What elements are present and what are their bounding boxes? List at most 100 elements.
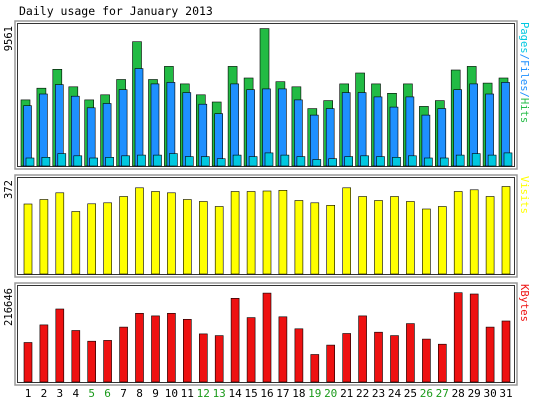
bar-visits-day-20	[326, 205, 336, 275]
bar-pages-day-21	[344, 156, 354, 167]
bar-files-day-6	[102, 103, 112, 167]
series-label-part: /	[518, 92, 530, 98]
day-label: 17	[276, 387, 289, 400]
series-label-part: Hits	[518, 98, 530, 123]
bar-visits-day-29	[469, 189, 479, 275]
bar-pages-day-16	[264, 152, 274, 167]
bar-pages-day-31	[503, 152, 513, 167]
bar-pages-day-3	[57, 153, 67, 167]
panel-kbytes: 216646 KBytes	[3, 282, 530, 386]
bar-files-day-11	[182, 92, 192, 167]
series-label-part: KBytes	[518, 284, 530, 322]
bar-files-day-27	[437, 108, 447, 167]
bar-visits-day-7	[119, 196, 128, 275]
bar-pages-day-10	[169, 153, 178, 167]
bar-kbytes-day-31	[501, 320, 511, 383]
series-label-part: /	[518, 54, 530, 60]
bar-pages-day-23	[376, 156, 385, 167]
bar-files-day-28	[453, 89, 463, 167]
bar-visits-day-12	[199, 201, 208, 275]
day-label: 4	[72, 387, 79, 400]
day-label: 1	[25, 387, 32, 400]
bar-pages-day-9	[153, 154, 162, 167]
x-axis-day-labels: 1 2 3 4 5 6 7 8 9 10 11 12 13 14 15 16 17 18 19 20 21 22 23 24 2…	[25, 387, 513, 400]
bar-visits-day-1	[23, 203, 33, 275]
bar-kbytes-day-24	[390, 335, 399, 383]
bar-pages-day-22	[360, 155, 369, 167]
bar-visits-day-11	[183, 199, 192, 275]
day-label: 30	[483, 387, 496, 400]
bar-pages-day-14	[232, 154, 242, 167]
day-label: 24	[388, 387, 402, 400]
bar-visits-day-27	[437, 206, 447, 275]
bar-files-day-8	[134, 68, 144, 167]
day-label: 25	[404, 387, 417, 400]
day-label: 23	[372, 387, 385, 400]
bar-pages-day-6	[105, 157, 114, 167]
bar-pages-day-15	[248, 156, 258, 167]
panel-visits: 372 Visits	[3, 174, 530, 278]
bar-visits-day-13	[214, 206, 224, 275]
bar-kbytes-day-9	[151, 315, 160, 383]
day-label: 21	[340, 387, 353, 400]
bar-visits-day-9	[151, 191, 160, 275]
bar-pages-day-8	[137, 154, 146, 167]
day-label: 10	[165, 387, 178, 400]
panel-hits: 9561 Pages/Files/Hits	[3, 20, 530, 170]
bar-kbytes-day-30	[485, 326, 495, 383]
bar-visits-day-19	[310, 202, 320, 275]
bar-kbytes-day-12	[199, 333, 208, 383]
series-label-part: Files	[518, 60, 530, 92]
day-label: 19	[308, 387, 321, 400]
day-label: 20	[324, 387, 337, 400]
bar-kbytes-day-22	[358, 315, 367, 383]
bar-pages-day-12	[201, 156, 210, 167]
bar-files-day-13	[214, 113, 223, 167]
bar-kbytes-day-15	[246, 317, 256, 383]
day-label: 12	[197, 387, 210, 400]
bar-visits-day-6	[103, 202, 112, 275]
bar-kbytes-day-7	[119, 326, 128, 383]
day-label: 7	[120, 387, 127, 400]
bar-visits-day-17	[278, 190, 288, 275]
bar-visits-day-4	[71, 211, 81, 275]
bar-pages-day-27	[439, 157, 449, 167]
bar-files-day-21	[341, 92, 351, 167]
bar-visits-day-25	[406, 201, 415, 275]
bar-kbytes-day-26	[422, 338, 431, 383]
day-label: 14	[228, 387, 242, 400]
bar-visits-day-15	[246, 191, 256, 275]
bar-visits-day-24	[390, 196, 399, 275]
panel-series-label: KBytes	[518, 284, 530, 322]
panel-max-label: 9561	[3, 26, 15, 51]
bar-kbytes-day-29	[469, 293, 479, 383]
day-label: 8	[136, 387, 143, 400]
series-label-part: Visits	[518, 176, 530, 214]
day-label: 3	[56, 387, 63, 400]
day-label: 11	[181, 387, 194, 400]
bar-visits-day-3	[55, 192, 65, 275]
bar-files-day-7	[118, 89, 128, 167]
bar-kbytes-day-27	[437, 343, 447, 383]
bar-pages-day-2	[41, 157, 51, 167]
day-label: 18	[292, 387, 305, 400]
bar-visits-day-23	[374, 200, 383, 275]
bar-files-day-18	[294, 99, 303, 167]
series-label-part: Pages	[518, 22, 530, 54]
bar-pages-day-1	[25, 157, 35, 167]
day-label: 28	[452, 387, 465, 400]
bar-visits-day-8	[135, 187, 144, 275]
bar-visits-day-26	[422, 208, 431, 275]
bar-pages-day-11	[185, 156, 194, 167]
bar-pages-day-7	[121, 155, 130, 167]
bar-kbytes-day-19	[310, 354, 320, 383]
bar-kbytes-day-14	[230, 297, 240, 383]
bar-files-day-23	[373, 96, 383, 167]
day-label: 22	[356, 387, 369, 400]
bar-pages-day-5	[89, 157, 98, 167]
bar-visits-day-2	[39, 199, 49, 275]
bar-files-day-14	[230, 83, 239, 167]
bar-kbytes-day-17	[278, 316, 288, 383]
